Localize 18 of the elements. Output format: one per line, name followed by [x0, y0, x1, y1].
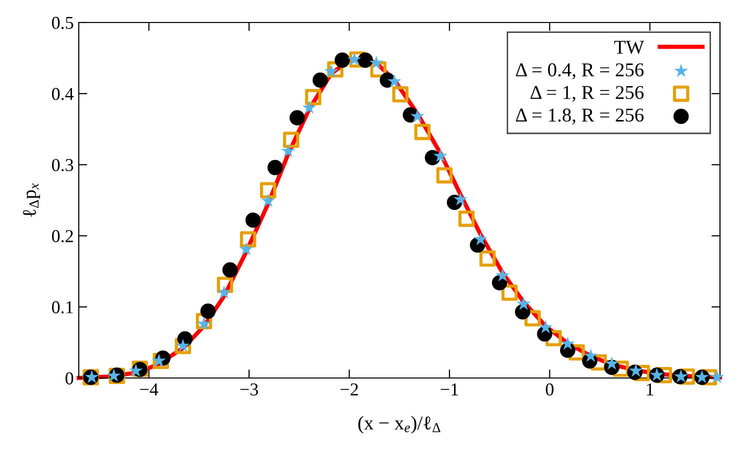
x-tick-label: 1 — [646, 383, 654, 396]
legend-label: Δ = 1, R = 256 — [530, 86, 644, 102]
x-axis-title: (x − x$_{e}$)/ℓ$_{Δ}$ — [358, 416, 440, 434]
y-axis-title: ℓ$_{Δ}$p$_{x}$ — [22, 183, 40, 217]
y-tick-label: 0.4 — [52, 88, 74, 100]
y-tick-label: 0.5 — [52, 16, 74, 30]
x-tick-label: 0 — [546, 383, 554, 396]
x-tick-label: −3 — [240, 383, 258, 396]
y-tick-label: 0.3 — [52, 158, 74, 172]
y-tick-label: 0 — [66, 372, 74, 384]
legend-label: TW — [614, 40, 644, 54]
x-tick-label: −2 — [340, 383, 358, 396]
y-tick-label: 0.1 — [52, 301, 73, 314]
x-tick-label: −4 — [140, 384, 158, 396]
x-tick-label: −1 — [440, 383, 458, 396]
legend-label: Δ = 1.8, R = 256 — [516, 108, 644, 124]
legend-label: Δ = 0.4, R = 256 — [516, 63, 644, 80]
y-tick-label: 0.2 — [52, 230, 73, 242]
